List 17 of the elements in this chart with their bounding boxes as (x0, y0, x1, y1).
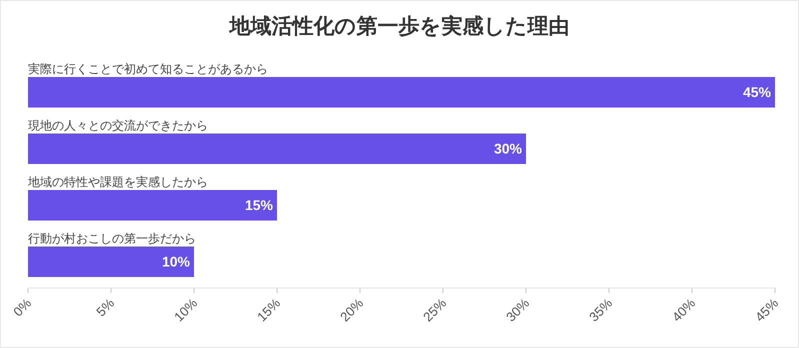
y-tick-label: 地域の特性や課題を実感したから (27, 175, 208, 189)
x-tick-label: 5% (93, 295, 118, 320)
x-tick-label: 45% (752, 295, 782, 325)
data-label: 30% (494, 140, 523, 156)
x-tick-label: 15% (254, 295, 284, 325)
data-label: 15% (244, 197, 274, 213)
chart-title: 地域活性化の第一歩を実感した理由 (228, 14, 570, 38)
y-tick-label: 現地の人々との交流ができたから (28, 118, 208, 132)
x-tick-label: 35% (586, 295, 616, 325)
x-tick-label: 30% (503, 295, 532, 325)
data-label: 45% (742, 84, 772, 100)
y-tick-label: 実際に行くことで初めて知ることがあるから (28, 62, 268, 76)
x-tick-label: 0% (10, 295, 34, 320)
x-tick-label: 10% (171, 295, 200, 325)
y-tick-label: 行動が村おこしの第一歩だから (28, 232, 196, 246)
x-tick-label: 40% (669, 295, 698, 325)
data-label: 10% (162, 254, 191, 270)
